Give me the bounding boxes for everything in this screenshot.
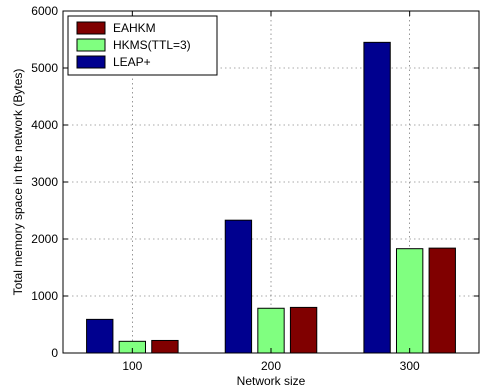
x-tick-label: 200: [261, 359, 281, 373]
legend-swatch: [76, 21, 106, 35]
x-axis-label: Network size: [237, 374, 306, 388]
y-tick-label: 1000: [31, 289, 58, 303]
legend-swatch: [76, 38, 106, 52]
y-tick-label: 4000: [31, 118, 58, 132]
gridlines: [63, 11, 479, 353]
bar: [428, 247, 456, 354]
legend-label: EAHKM: [113, 21, 156, 35]
bar: [289, 306, 318, 354]
legend-label: HKMS(TTL=3): [113, 38, 191, 52]
y-tick-label: 2000: [31, 232, 58, 246]
y-axis-label: Total memory space in the network (Bytes…: [11, 69, 25, 296]
bar: [395, 248, 424, 354]
bar: [86, 318, 114, 354]
legend-label: LEAP+: [113, 55, 151, 69]
x-tick-label: 100: [122, 359, 142, 373]
bar: [224, 219, 253, 354]
y-tick-label: 3000: [31, 175, 58, 189]
axis-ticks: 0 1000 2000 3000 4000 5000 6000 100 200 300: [31, 4, 479, 373]
x-tick-label: 300: [400, 359, 420, 373]
y-tick-label: 5000: [31, 61, 58, 75]
y-tick-label: 6000: [31, 4, 58, 18]
bar: [257, 307, 285, 354]
bar: [363, 41, 391, 354]
y-tick-label: 0: [51, 346, 58, 360]
bar: [151, 339, 179, 354]
legend-swatch: [76, 55, 106, 69]
legend: EAHKM HKMS(TTL=3) LEAP+: [67, 15, 218, 76]
